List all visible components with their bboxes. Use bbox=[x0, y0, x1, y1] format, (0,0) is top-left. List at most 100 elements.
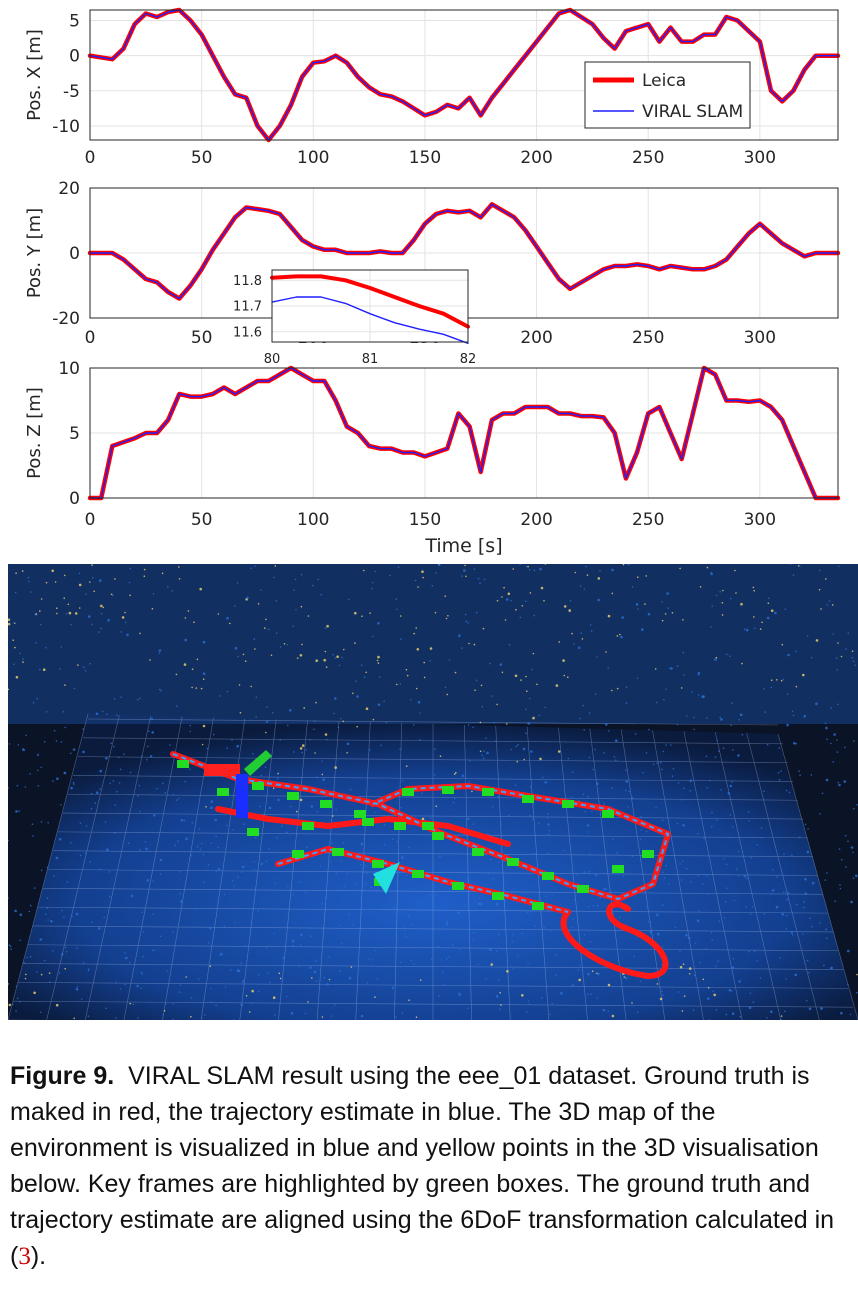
map-point bbox=[29, 904, 32, 907]
map-point bbox=[595, 779, 597, 781]
map-point bbox=[205, 806, 207, 808]
map-point bbox=[481, 705, 484, 708]
map-point bbox=[779, 957, 782, 959]
map-point bbox=[473, 568, 476, 570]
keyframe-box bbox=[302, 822, 314, 830]
map-point bbox=[512, 933, 514, 936]
grid-line bbox=[37, 906, 829, 914]
cyan-marker bbox=[373, 862, 400, 894]
map-point bbox=[314, 720, 317, 722]
map-point bbox=[579, 964, 581, 967]
map-point bbox=[78, 607, 81, 609]
map-point bbox=[752, 586, 755, 589]
map-point bbox=[144, 841, 147, 843]
map-point bbox=[334, 766, 338, 769]
map-point bbox=[183, 819, 186, 822]
map-point bbox=[567, 757, 570, 760]
map-point bbox=[669, 667, 671, 669]
map-point bbox=[255, 696, 258, 699]
map-point bbox=[479, 750, 482, 753]
map-point bbox=[623, 976, 626, 978]
map-point bbox=[824, 879, 827, 881]
map-point bbox=[89, 861, 91, 863]
map-point bbox=[276, 836, 278, 839]
map-point bbox=[693, 728, 695, 731]
map-point bbox=[417, 700, 421, 704]
map-point bbox=[320, 593, 323, 596]
map-point bbox=[37, 753, 39, 756]
map-point bbox=[688, 973, 691, 975]
map-point bbox=[423, 661, 426, 664]
map-point bbox=[752, 1001, 755, 1003]
map-point bbox=[21, 570, 24, 572]
map-point bbox=[237, 655, 240, 658]
map-point bbox=[702, 978, 705, 981]
map-point bbox=[421, 817, 425, 821]
map-point bbox=[365, 707, 369, 710]
map-point bbox=[138, 784, 141, 787]
map-point bbox=[711, 811, 713, 814]
keyframe-box bbox=[177, 760, 189, 768]
map-point bbox=[747, 811, 750, 813]
map-point bbox=[611, 689, 613, 692]
map-point bbox=[296, 810, 298, 813]
map-point bbox=[162, 782, 164, 785]
map-point bbox=[240, 962, 243, 964]
map-point bbox=[46, 907, 49, 909]
map-point bbox=[474, 689, 476, 691]
map-point bbox=[611, 592, 614, 595]
series-line-viral-slam bbox=[89, 9, 839, 141]
map-point bbox=[723, 858, 725, 860]
map-point bbox=[625, 702, 628, 704]
map-point bbox=[647, 612, 651, 616]
map-point bbox=[705, 948, 707, 950]
map-point bbox=[562, 849, 565, 852]
map-point bbox=[73, 687, 76, 690]
map-point bbox=[483, 578, 486, 581]
map-point bbox=[60, 646, 63, 648]
map-point bbox=[151, 731, 154, 734]
map-point bbox=[802, 906, 805, 909]
map-point bbox=[232, 828, 234, 831]
equation-reference-link[interactable]: 3 bbox=[18, 1243, 31, 1270]
map-point bbox=[840, 1011, 843, 1015]
grid-line bbox=[67, 793, 799, 801]
map-point bbox=[841, 858, 843, 861]
map-point bbox=[14, 909, 17, 913]
map-point bbox=[90, 792, 93, 795]
map-point bbox=[798, 836, 801, 839]
map-point bbox=[472, 931, 475, 934]
map-point bbox=[689, 779, 693, 782]
map-point bbox=[799, 774, 801, 776]
map-point bbox=[571, 771, 574, 774]
map-point bbox=[233, 885, 236, 887]
map-point bbox=[685, 933, 688, 937]
keyframe-box bbox=[362, 818, 374, 826]
map-point bbox=[748, 950, 750, 953]
map-point bbox=[91, 921, 93, 924]
map-point bbox=[613, 756, 616, 758]
map-point bbox=[191, 668, 194, 670]
map-point bbox=[22, 661, 24, 663]
map-point bbox=[496, 703, 498, 706]
map-point bbox=[733, 899, 736, 902]
map-point bbox=[508, 814, 510, 817]
map-point bbox=[467, 817, 470, 821]
map-point bbox=[479, 582, 481, 584]
map-point bbox=[620, 635, 623, 639]
map-point bbox=[464, 564, 466, 567]
map-point bbox=[847, 632, 850, 634]
map-point bbox=[530, 911, 532, 913]
map-point bbox=[573, 899, 575, 901]
map-point bbox=[308, 738, 311, 741]
map-point bbox=[195, 687, 198, 689]
map-point bbox=[664, 613, 667, 615]
map-point bbox=[501, 671, 504, 674]
map-point bbox=[806, 850, 810, 854]
map-point bbox=[179, 984, 182, 986]
map-point bbox=[139, 848, 142, 851]
map-point bbox=[309, 966, 312, 969]
map-point bbox=[271, 711, 274, 714]
map-point bbox=[779, 1018, 782, 1020]
map-point bbox=[761, 836, 763, 839]
